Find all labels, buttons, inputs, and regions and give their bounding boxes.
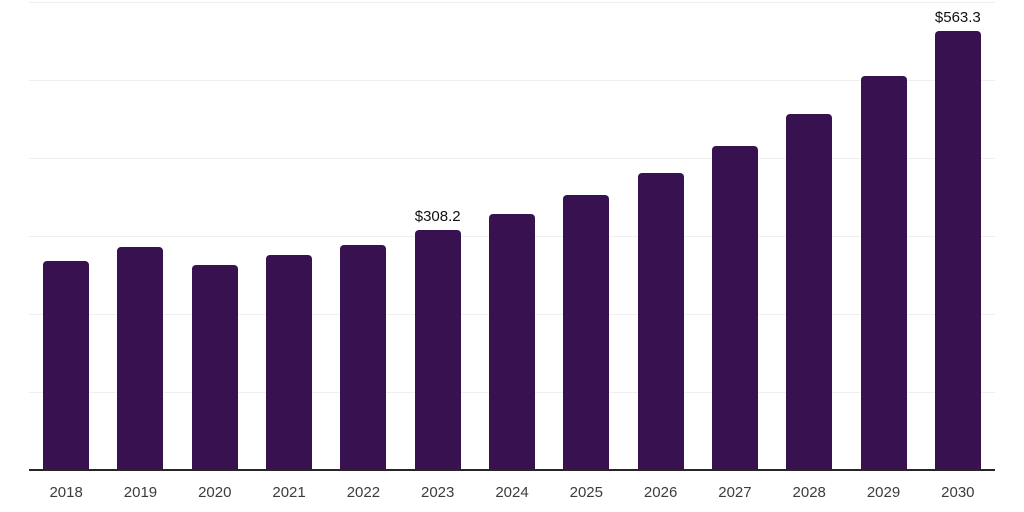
x-tick-2027: 2027 [718,484,752,501]
gridline-600 [29,2,995,3]
x-axis-line [29,469,995,471]
x-tick-2028: 2028 [792,484,826,501]
gridline-400 [29,158,995,159]
bar-2030 [934,30,981,470]
x-tick-2021: 2021 [272,484,306,501]
bar-2027 [711,146,758,470]
bar-2025 [563,194,610,470]
x-tick-2022: 2022 [346,484,381,501]
x-tick-2024: 2024 [495,484,529,501]
bar-2018 [43,260,90,470]
plot-area: $308.2 $563.3 [29,2,995,470]
x-tick-2025: 2025 [569,484,603,501]
bar-2021 [266,254,313,470]
bar-2019 [117,246,164,470]
x-tick-2023: 2023 [421,484,455,501]
bar-2028 [786,113,833,470]
x-tick-2020: 2020 [198,484,232,501]
x-axis: 2018 2019 2020 2021 2022 2023 2024 2025 2026 2027… [29,484,995,504]
x-tick-2026: 2026 [643,484,678,501]
value-label-2030: $563.3 [934,8,981,26]
bar-2020 [191,264,238,470]
x-tick-2019: 2019 [123,484,158,501]
gridline-500 [29,80,995,81]
x-tick-2029: 2029 [866,484,901,501]
bar-2029 [860,75,907,470]
bar-2023 [414,229,461,470]
bar-2026 [637,172,684,470]
bar-2022 [340,244,387,470]
x-tick-2030: 2030 [941,484,975,501]
value-label-2023: $308.2 [414,207,461,225]
x-tick-2018: 2018 [49,484,83,501]
bar-2024 [489,214,535,470]
